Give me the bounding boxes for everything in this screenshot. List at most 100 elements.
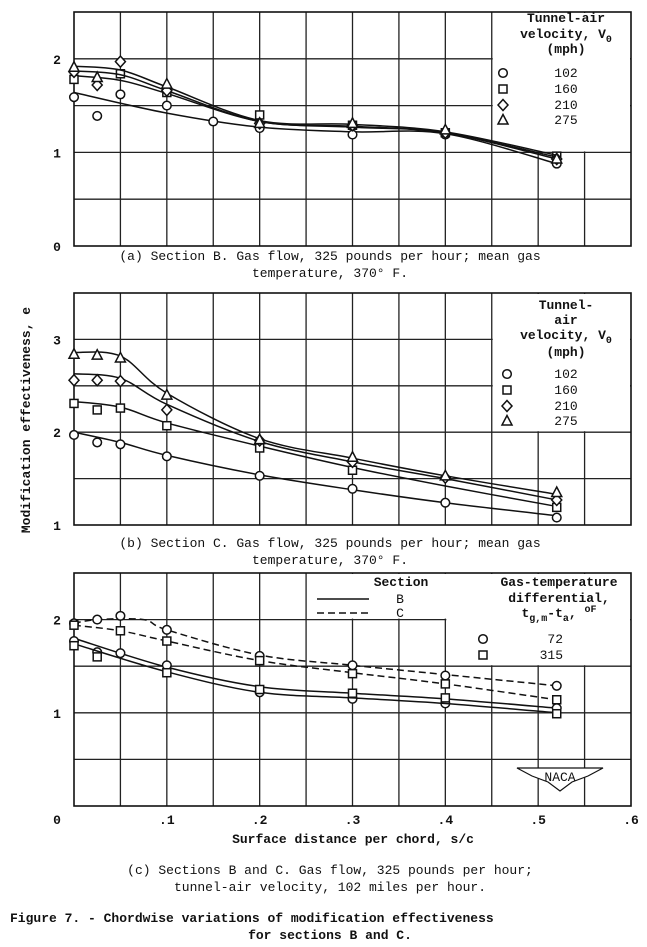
data-point-square (115, 403, 126, 413)
legend-circle-icon (497, 67, 509, 79)
series-275 (67, 60, 563, 164)
fitted-curve (73, 91, 557, 165)
x-tick-label: .2 (252, 813, 268, 828)
data-point-square (162, 420, 172, 431)
data-point-square (254, 684, 265, 695)
legend-label: 275 (554, 113, 577, 128)
legend-circle-icon (477, 633, 489, 645)
data-point-square (551, 695, 562, 705)
data-point-circle (115, 648, 126, 659)
data-point-circle (208, 116, 219, 127)
legend-triangle-icon (500, 413, 514, 426)
legend-label: 102 (554, 66, 577, 81)
data-point-triangle (67, 60, 81, 72)
panel-b: 1 2 3 (53, 292, 632, 534)
data-point-square (551, 708, 562, 719)
data-point-circle (92, 110, 103, 121)
data-point-square (347, 688, 358, 698)
series-102 (68, 89, 562, 169)
data-point-circle (440, 670, 451, 681)
data-point-circle (161, 624, 172, 635)
data-point-circle (115, 610, 126, 621)
panel-b-caption: temperature, 370° F. (252, 553, 408, 568)
legend-square-icon (502, 385, 512, 395)
data-point-triangle (346, 116, 359, 129)
plot-frame (73, 292, 632, 526)
figure-caption: Figure 7. - Chordwise variations of modi… (10, 911, 494, 926)
series-210 (67, 372, 563, 507)
data-point-square (69, 640, 79, 651)
data-point-triangle (253, 432, 266, 445)
data-point-triangle (346, 450, 359, 463)
data-point-circle (551, 680, 562, 691)
data-point-triangle (114, 350, 127, 363)
legend-markers (500, 368, 514, 426)
panel-a-caption: temperature, 370° F. (252, 266, 408, 281)
data-point-triangle (67, 347, 81, 359)
series-160 (69, 69, 562, 161)
panel-c-legend: Section B C Gas-temperature differential… (317, 575, 618, 663)
panel-b-caption: (b) Section C. Gas flow, 325 pounds per … (119, 536, 540, 551)
data-point-diamond (91, 373, 104, 387)
data-point-triangle (90, 70, 104, 83)
legend-markers (496, 67, 510, 125)
panel-a-caption: (a) Section B. Gas flow, 325 pounds per … (119, 249, 540, 264)
data-point-diamond (160, 403, 173, 417)
y-tick-label: 1 (53, 146, 61, 161)
fitted-curve (73, 431, 557, 517)
legend-background (492, 13, 630, 152)
data-point-circle (115, 89, 126, 100)
x-tick-label: .4 (438, 813, 454, 828)
fitted-curve (73, 70, 557, 158)
legend-title-line: velocity, V0 (520, 27, 612, 46)
legend-markers (477, 633, 489, 660)
data-point-square (69, 398, 79, 409)
data-point-triangle (550, 151, 563, 164)
legend-label: 160 (554, 383, 577, 398)
data-point-circle (440, 497, 451, 508)
legend-background (492, 294, 630, 432)
data-point-square (440, 679, 451, 689)
fitted-curve (73, 74, 557, 160)
naca-logo: NACA (516, 767, 604, 792)
legend-label: 72 (547, 632, 563, 647)
data-point-circle (92, 437, 103, 448)
legend-diamond-icon (500, 399, 514, 413)
legend-formula: tg,m-ta, oF (521, 605, 596, 625)
y-tick-label: 3 (53, 333, 61, 348)
data-point-circle (161, 451, 172, 462)
x-tick-label: .1 (159, 813, 175, 828)
panel-c-caption: (c) Sections B and C. Gas flow, 325 poun… (127, 863, 533, 878)
fitted-curve (73, 372, 557, 501)
legend-diamond-icon (496, 98, 510, 112)
series-210 (67, 54, 563, 166)
data-point-circle (254, 470, 265, 481)
series-102 (68, 429, 562, 523)
x-tick-label: 0 (53, 813, 61, 828)
data-point-circle (551, 512, 562, 523)
legend-label: C (396, 606, 404, 621)
data-point-square (115, 626, 126, 636)
data-point-circle (68, 92, 80, 103)
fitted-curve (73, 643, 557, 714)
series-275 (67, 347, 563, 498)
data-point-square (92, 405, 102, 415)
legend-label: B (396, 592, 404, 607)
x-tick-label: .5 (530, 813, 546, 828)
legend-square-icon (478, 650, 488, 660)
legend-triangle-icon (496, 112, 510, 125)
data-point-triangle (439, 468, 452, 481)
legend-label: 210 (554, 399, 577, 414)
x-axis-label: Surface distance per chord, s/c (232, 832, 474, 847)
section-legend-title: Section (374, 575, 429, 590)
legend-circle-icon (501, 368, 513, 380)
fitted-curve (73, 351, 557, 496)
data-point-triangle (160, 76, 174, 89)
legend-label: 275 (554, 414, 577, 429)
legend-title-line: velocity, V0 (520, 328, 612, 347)
data-point-triangle (90, 348, 104, 360)
fitted-curve (73, 637, 557, 709)
panel-c: 1 2 0 .1 .2 .3 .4 .5 .6 (53, 572, 639, 828)
x-tick-label: .6 (623, 813, 639, 828)
